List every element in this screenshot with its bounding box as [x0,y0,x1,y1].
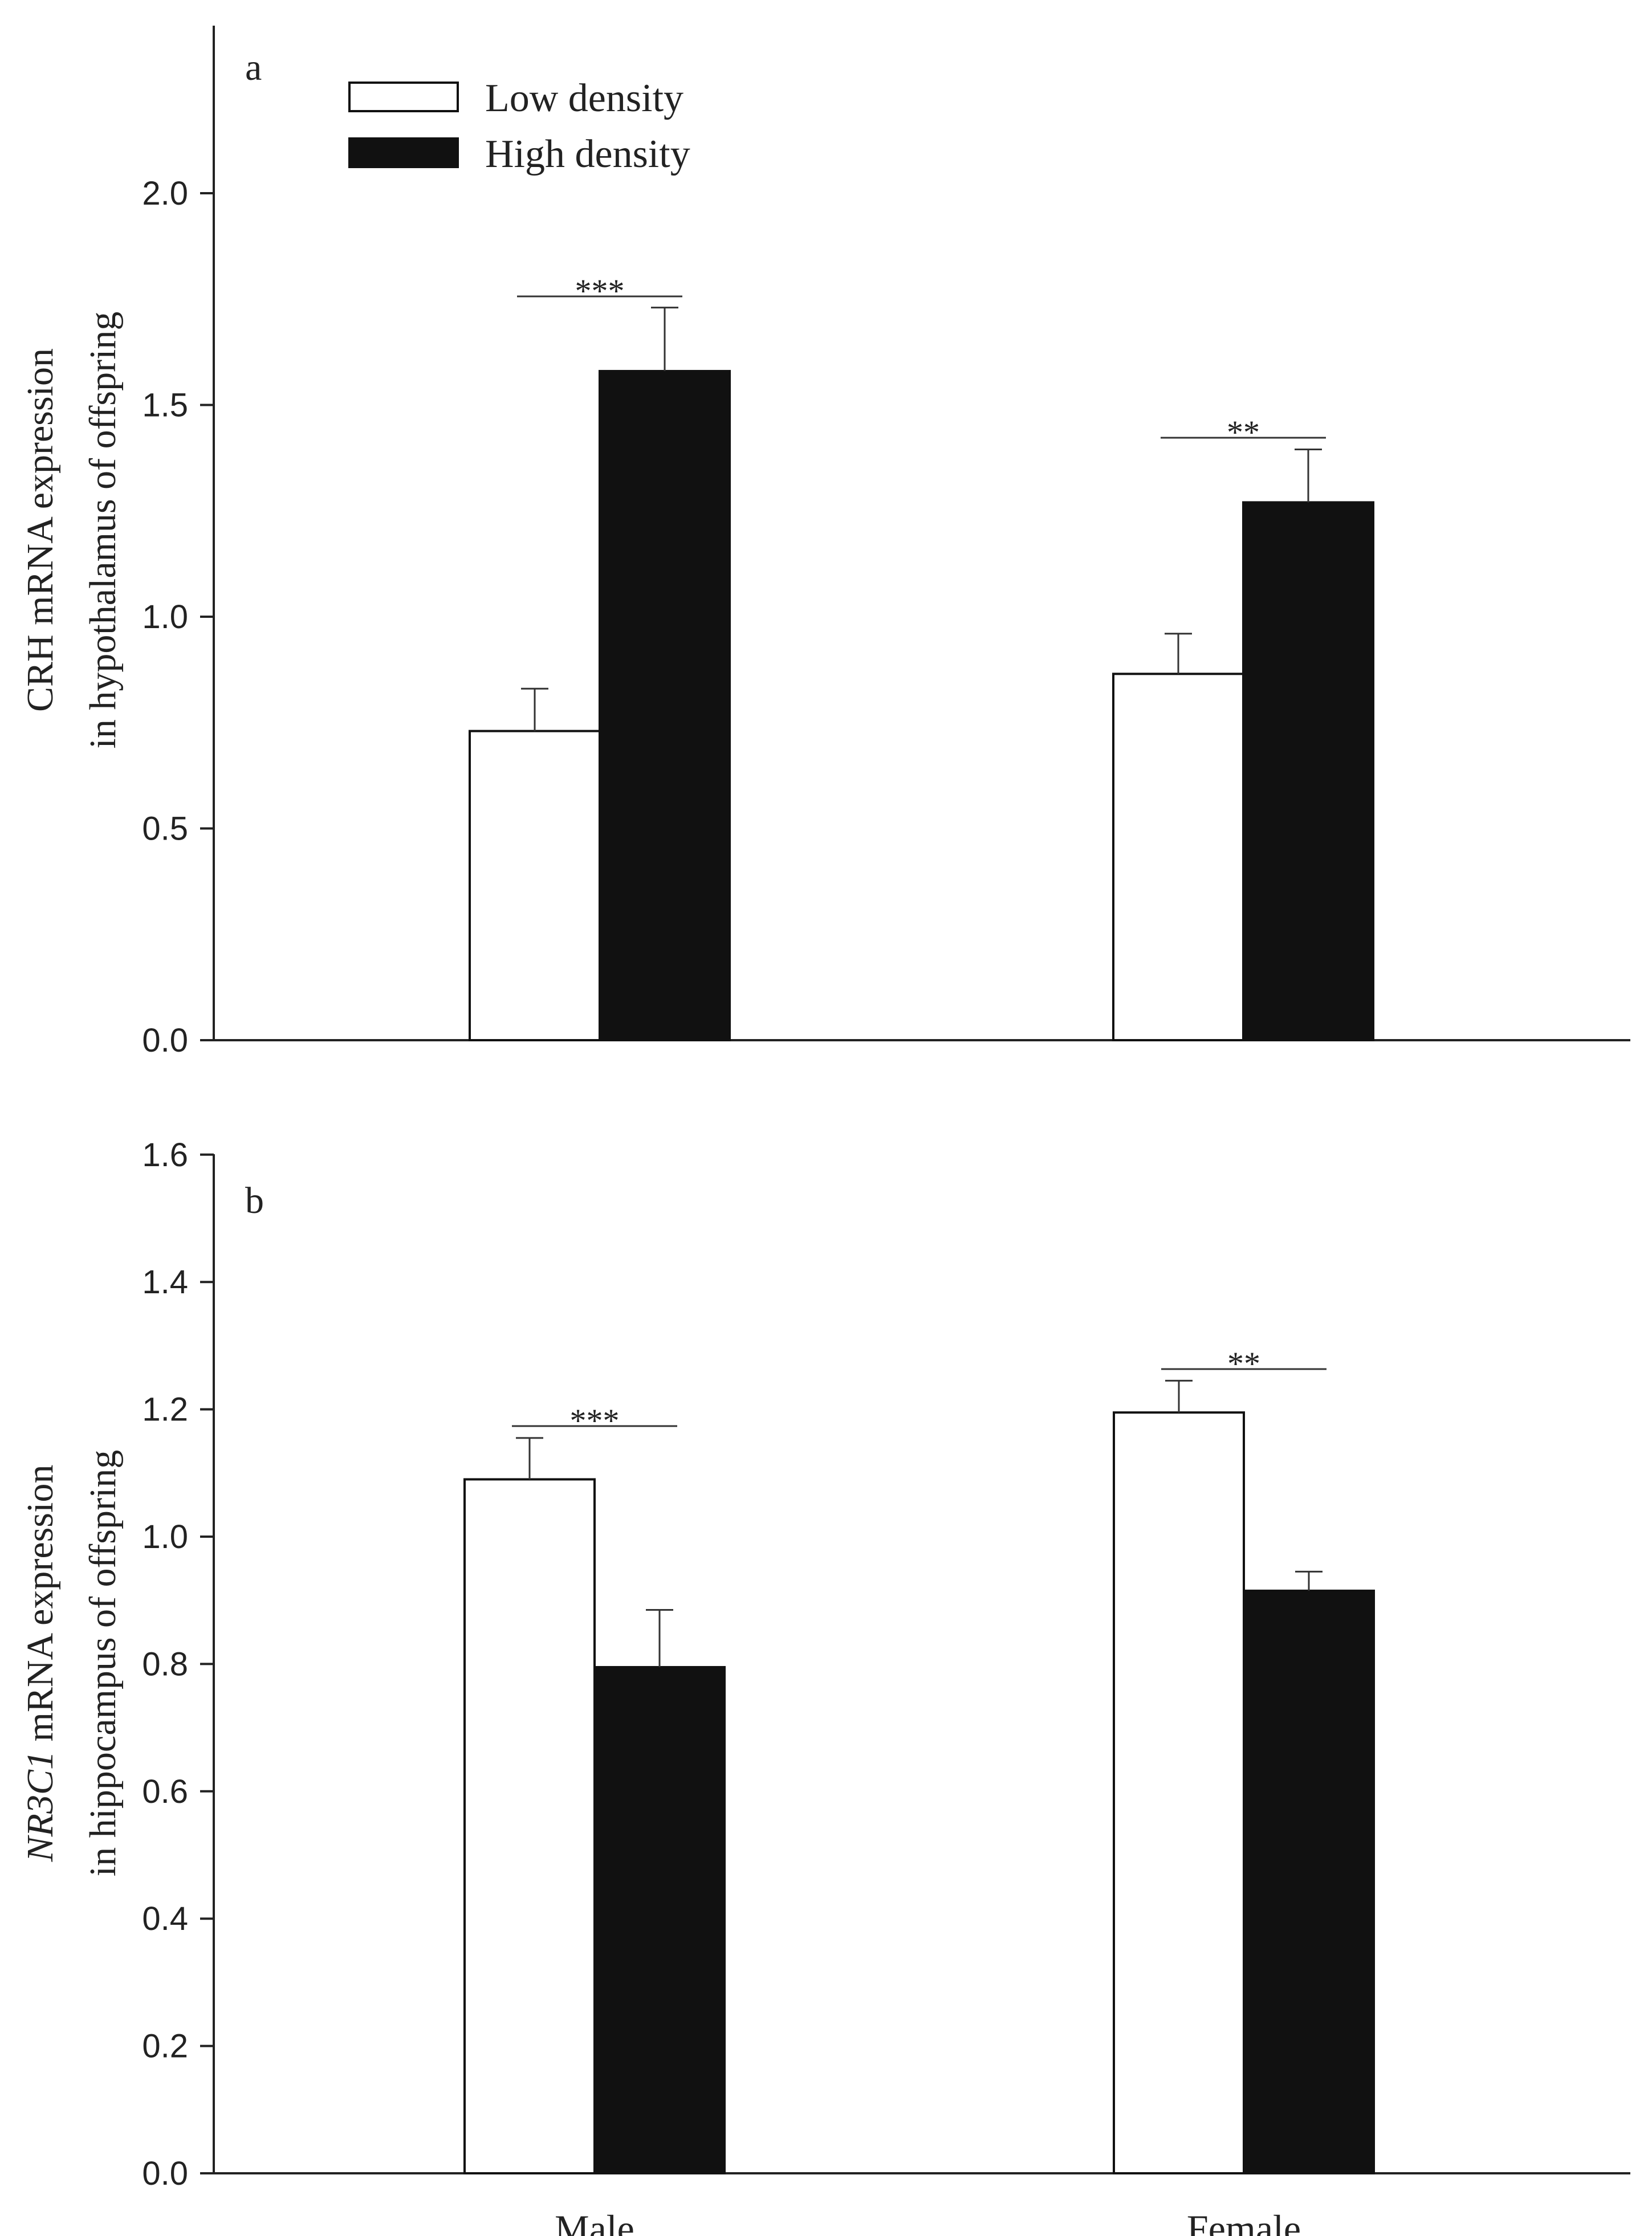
panel-letter: b [245,1180,264,1221]
legend-swatch-high-density [348,137,459,168]
y-tick-label: 2.0 [142,175,188,212]
y-tick-label: 1.2 [142,1391,188,1428]
y-tick-label: 0.0 [142,2155,188,2192]
bar-low-density [463,1478,596,2174]
y-axis-title-line1: CRH mRNA expression [19,348,61,712]
bar-low-density [1112,673,1244,1042]
y-tick-label: 0.6 [142,1773,188,1810]
y-tick-label: 0.5 [142,811,188,848]
bar-high-density [599,370,731,1041]
y-axis-title-line1: NR3C1 mRNA expression [19,1465,61,1863]
x-category-label: Female [1187,2207,1301,2236]
y-tick-label: 0.2 [142,2028,188,2065]
panel-letter: a [245,47,262,88]
y-tick-label: 0.8 [142,1646,188,1683]
y-axis-title-line2: in hypothalamus of offspring [82,312,124,749]
significance-marker: ** [1227,414,1260,451]
y-tick-label: 1.0 [142,1518,188,1555]
significance-marker: *** [570,1402,620,1439]
legend-swatch-low-density [348,82,459,112]
y-tick-label: 1.5 [142,387,188,424]
y-tick-label: 1.6 [142,1137,188,1174]
y-tick-label: 0.0 [142,1022,188,1059]
significance-marker: ** [1227,1345,1260,1382]
bar-high-density [1243,1589,1375,2175]
bar-high-density [593,1665,726,2175]
x-category-label: Male [555,2207,634,2236]
panel-b-chart: 0.0 0.2 0.4 0.6 0.8 1.0 1.2 1.4 1.6 NR3C1 mRNA ex… [19,1137,1630,2236]
y-axis-title-line2: in hippocampus of offspring [82,1450,124,1877]
bar-low-density [469,730,601,1041]
y-axis-title-text: CRH mRNA expression [19,348,61,712]
legend-label: Low density [485,76,683,120]
y-tick-label: 1.0 [142,598,188,636]
bar-low-density [1113,1411,1245,2174]
legend-label: High density [485,132,690,176]
bar-high-density [1242,501,1374,1041]
panel-a-chart: 0.0 0.5 1.0 1.5 2.0 CRH mRNA expression in hyp… [19,26,1630,1059]
significance-marker: *** [575,272,625,309]
y-axis-title-gene: NR3C1 [19,1751,61,1862]
y-axis-title-text: mRNA expression [19,1465,61,1751]
y-tick-label: 0.4 [142,1900,188,1937]
y-tick-label: 1.4 [142,1264,188,1301]
